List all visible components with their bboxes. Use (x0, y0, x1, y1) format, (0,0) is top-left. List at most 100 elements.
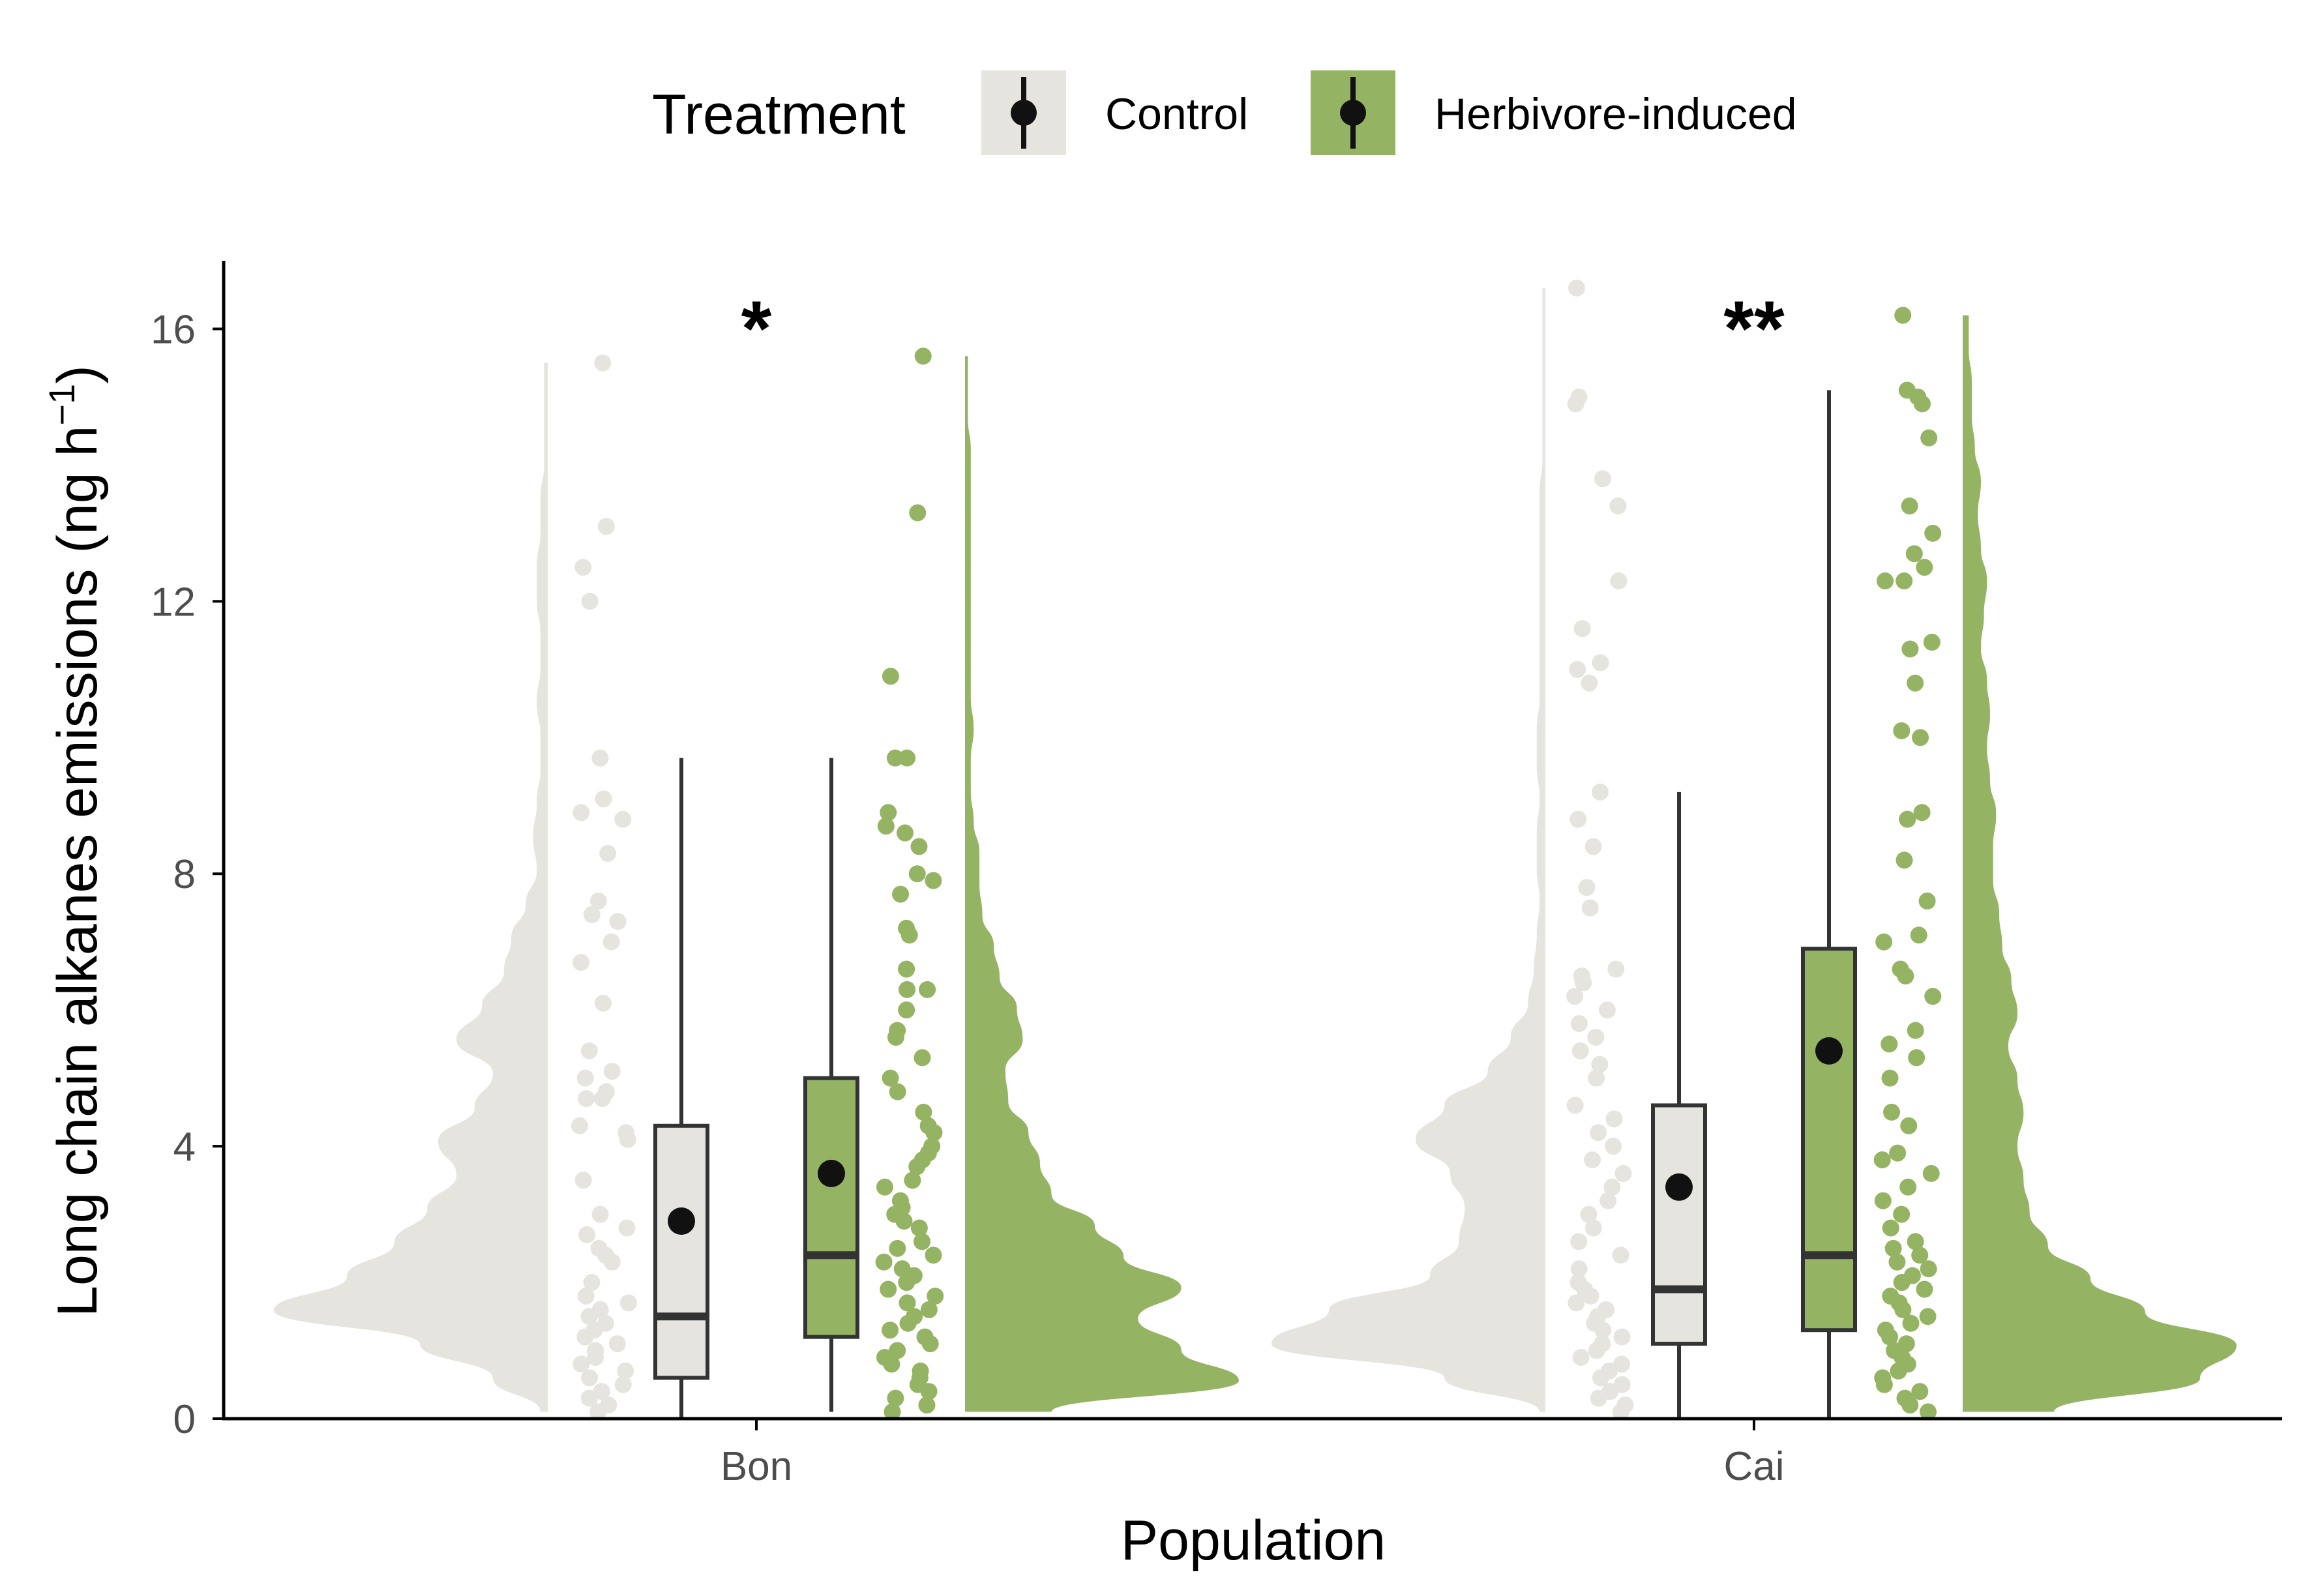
x-axis-title: Population (1121, 1509, 1386, 1572)
data-point (1590, 1389, 1607, 1407)
y-tick-label: 12 (151, 580, 196, 625)
data-point (918, 1396, 936, 1414)
data-point (1578, 879, 1596, 896)
data-point (580, 1389, 598, 1407)
data-point (578, 1089, 595, 1107)
data-point (609, 913, 627, 930)
box-body (653, 1123, 709, 1380)
data-point (880, 1280, 897, 1298)
data-point (581, 593, 599, 610)
data-point (1899, 1178, 1917, 1196)
data-point (1881, 1035, 1898, 1053)
data-point (594, 994, 612, 1012)
data-point (1901, 640, 1919, 658)
data-point (925, 1247, 942, 1264)
data-point (1902, 1314, 1920, 1332)
data-point (1592, 654, 1609, 672)
data-point (1916, 559, 1933, 576)
data-point (1899, 810, 1916, 828)
data-point (898, 1001, 915, 1019)
x-tick-label: Cai (1723, 1444, 1784, 1489)
data-point (1890, 1362, 1907, 1380)
legend-entry-herbivore: Herbivore-induced (1311, 70, 1797, 155)
density-cloud-bon-control (274, 362, 548, 1412)
data-point (591, 749, 609, 767)
box-body (1651, 1103, 1707, 1346)
data-point (1566, 1097, 1584, 1114)
data-point (925, 872, 942, 889)
data-point (876, 1178, 893, 1196)
data-point (1614, 1164, 1632, 1182)
data-point (618, 1219, 636, 1237)
data-point (573, 804, 590, 821)
data-point (1588, 1342, 1605, 1359)
data-point (591, 1205, 609, 1223)
data-point (877, 818, 895, 835)
data-point (908, 865, 926, 883)
data-point (1877, 572, 1894, 590)
data-point (617, 1362, 634, 1380)
data-point (577, 1287, 595, 1305)
data-point (589, 893, 607, 910)
data-point (1889, 1144, 1907, 1162)
data-point (887, 1028, 904, 1046)
data-point (904, 1172, 921, 1189)
data-point (580, 1042, 598, 1059)
data-point (1609, 497, 1627, 515)
data-point (1592, 1369, 1609, 1387)
data-point (583, 906, 601, 923)
data-point (1571, 1042, 1589, 1059)
data-point (880, 804, 897, 821)
data-point (1603, 1178, 1621, 1196)
data-point (1587, 1028, 1605, 1046)
data-point (573, 1355, 590, 1373)
data-point (1920, 1403, 1937, 1421)
data-point (608, 1335, 626, 1353)
data-point (1573, 620, 1591, 638)
data-point (920, 1301, 938, 1318)
data-point (1897, 967, 1914, 984)
data-point (914, 347, 932, 365)
data-point (898, 1274, 915, 1292)
data-point (1873, 1151, 1891, 1169)
data-point (915, 1103, 932, 1121)
data-point (887, 1389, 904, 1407)
data-point (574, 559, 592, 576)
mean-point (668, 1207, 695, 1235)
data-point (1905, 545, 1923, 563)
data-point (1582, 1287, 1599, 1305)
data-point (1605, 1110, 1623, 1128)
data-point (889, 1083, 906, 1101)
data-point (1901, 1396, 1919, 1414)
data-point (1567, 395, 1584, 413)
legend-key-control-dot (1011, 100, 1037, 126)
data-point (583, 1274, 601, 1292)
data-point (910, 838, 928, 855)
data-point (875, 1253, 893, 1271)
data-point (1888, 1253, 1906, 1271)
data-point (910, 1219, 928, 1237)
data-point (574, 1172, 592, 1189)
data-point (927, 1287, 944, 1305)
density-cloud-cai-control (1271, 288, 1545, 1412)
data-point (899, 749, 916, 767)
significance-labels: * ** (741, 285, 1785, 372)
data-point (1572, 1348, 1590, 1366)
data-point (587, 1348, 604, 1366)
axes: 0 4 8 12 16 Bon Cai (151, 261, 2282, 1489)
legend-key-herbivore-dot (1340, 100, 1366, 126)
legend-title: Treatment (652, 83, 906, 146)
data-point (1918, 893, 1936, 910)
legend-label-herbivore: Herbivore-induced (1435, 89, 1797, 139)
data-point (1569, 660, 1586, 678)
data-point (1590, 1124, 1607, 1142)
raw-points (571, 279, 1942, 1421)
data-point (925, 1124, 943, 1142)
data-point (1922, 1164, 1940, 1182)
data-point (1896, 572, 1913, 590)
y-axis-title-close: ) (46, 365, 109, 384)
data-point (895, 1213, 913, 1230)
data-point (1913, 804, 1931, 821)
data-point (889, 1342, 906, 1359)
